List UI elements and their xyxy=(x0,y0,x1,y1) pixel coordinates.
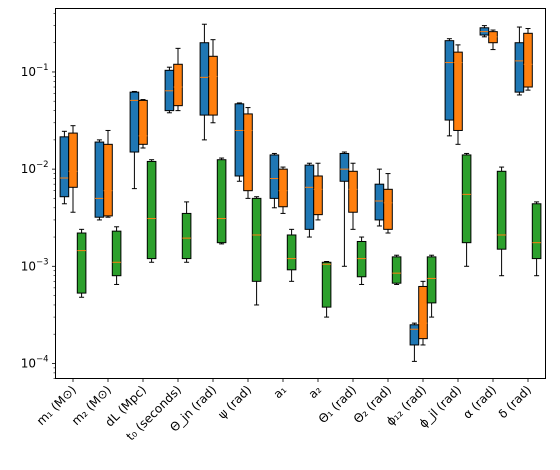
box xyxy=(286,234,297,271)
box xyxy=(374,183,385,221)
box-group xyxy=(356,236,367,285)
box xyxy=(339,152,350,182)
y-tick-label: 10−4 xyxy=(21,354,49,370)
box xyxy=(199,42,210,116)
box-group xyxy=(313,162,323,221)
box xyxy=(234,103,245,177)
box-group xyxy=(426,254,437,318)
box xyxy=(453,51,463,131)
box xyxy=(444,40,455,121)
box-group xyxy=(59,130,70,205)
box-group xyxy=(111,226,122,285)
box xyxy=(391,256,402,284)
box-group xyxy=(76,228,87,298)
box xyxy=(278,168,288,208)
box-group xyxy=(523,28,533,91)
box xyxy=(138,99,148,145)
box xyxy=(313,175,323,216)
box xyxy=(76,232,87,294)
box-group xyxy=(488,29,498,51)
box-group xyxy=(94,139,105,221)
box-group xyxy=(374,168,385,227)
box-group xyxy=(321,261,332,318)
box-group xyxy=(348,162,358,230)
box xyxy=(216,159,227,244)
box xyxy=(356,240,367,278)
box xyxy=(348,170,358,213)
box xyxy=(68,132,78,188)
box-group xyxy=(243,107,253,199)
box-group xyxy=(418,280,428,346)
y-tick-label: 10−3 xyxy=(21,257,49,273)
box xyxy=(59,136,70,198)
box-group xyxy=(216,157,227,245)
box xyxy=(496,170,507,250)
axes-frame xyxy=(55,8,546,379)
box-group xyxy=(138,99,148,149)
box xyxy=(321,261,332,308)
box-group xyxy=(146,159,157,263)
box-group xyxy=(531,201,542,277)
box xyxy=(383,188,393,230)
box-group xyxy=(286,228,297,282)
box-group xyxy=(453,44,463,145)
box-group xyxy=(251,196,262,306)
box-group xyxy=(278,166,288,214)
box-group xyxy=(409,322,420,362)
box xyxy=(208,55,218,116)
box-group xyxy=(304,162,315,238)
box xyxy=(129,91,140,153)
box xyxy=(146,160,157,260)
box-group xyxy=(181,201,192,263)
box xyxy=(181,212,192,260)
plot-area xyxy=(59,23,542,362)
box-group xyxy=(208,39,218,124)
box xyxy=(523,32,533,88)
box-group xyxy=(68,125,78,213)
box xyxy=(531,203,542,260)
box-group xyxy=(383,173,393,234)
box-group xyxy=(234,102,245,182)
box xyxy=(103,143,113,217)
box xyxy=(426,256,437,304)
box xyxy=(251,197,262,282)
box xyxy=(173,63,183,107)
y-tick-label: 10−1 xyxy=(21,63,49,79)
box-group xyxy=(164,66,175,114)
box xyxy=(304,164,315,230)
box xyxy=(269,154,280,199)
box xyxy=(243,113,253,192)
box-group xyxy=(339,151,350,267)
box-group xyxy=(173,47,183,112)
box xyxy=(409,324,420,346)
y-tick-label: 10−2 xyxy=(21,160,49,176)
box-group xyxy=(461,152,472,267)
box-group xyxy=(479,25,490,38)
box xyxy=(418,285,428,340)
box xyxy=(514,42,525,93)
box xyxy=(94,141,105,218)
box-group xyxy=(103,129,113,218)
box xyxy=(461,154,472,244)
box-group xyxy=(496,166,507,277)
box xyxy=(111,230,122,277)
box-group xyxy=(391,254,402,285)
